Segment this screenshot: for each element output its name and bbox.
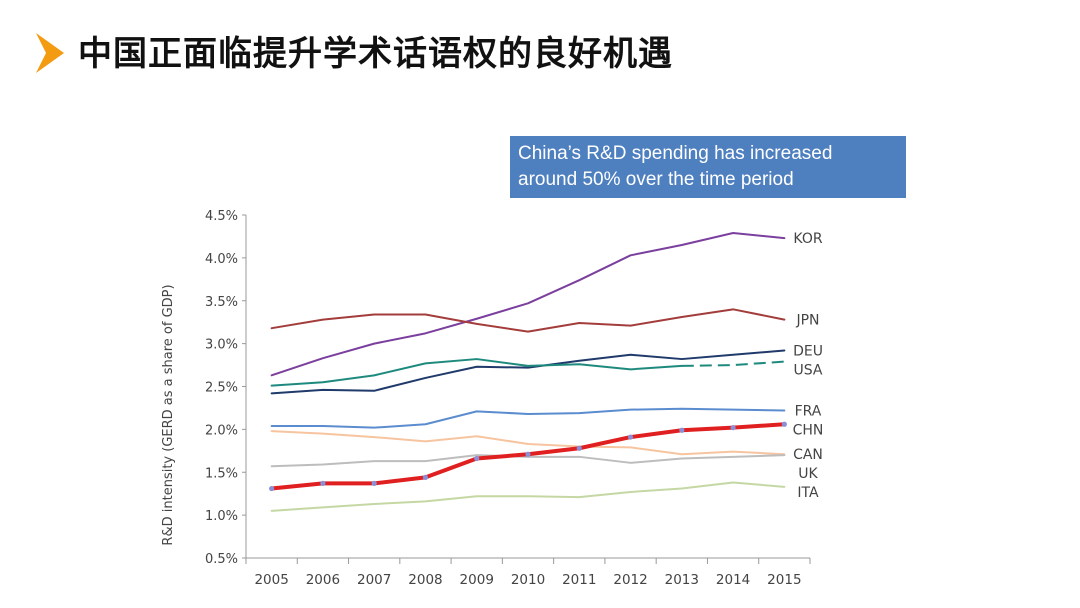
data-point-chn — [525, 451, 531, 457]
data-point-chn — [269, 485, 275, 492]
series-label-deu: DEU — [793, 343, 823, 359]
data-point-chn — [576, 445, 582, 451]
data-point-chn — [627, 434, 634, 440]
data-point-chn — [320, 480, 326, 486]
x-tick-label: 2015 — [767, 572, 801, 588]
y-tick-label: 1.0% — [205, 509, 238, 524]
series-group — [269, 232, 787, 512]
y-tick-label: 3.5% — [205, 295, 238, 310]
y-tick-label: 4.0% — [205, 252, 238, 267]
series-labels: KOR JPN DEU USA FRA CHN CAN UK ITA — [793, 231, 824, 501]
chevron-right-icon — [36, 33, 64, 73]
callout-line-1: China’s R&D spending has increased — [518, 143, 833, 164]
x-tick-label: 2012 — [613, 572, 647, 588]
slide-title: 中国正面临提升学术话语权的良好机遇 — [78, 34, 673, 74]
x-tick-label: 2014 — [716, 572, 750, 588]
x-tick-label: 2010 — [511, 572, 545, 588]
data-point-chn — [730, 425, 736, 431]
x-tick-label: 2005 — [254, 572, 288, 588]
x-tick-label: 2011 — [562, 572, 596, 588]
x-tick-label: 2007 — [357, 572, 391, 588]
data-point-chn — [679, 427, 685, 433]
series-line-deu — [270, 349, 786, 395]
x-tick-label: 2009 — [460, 572, 494, 588]
series-label-uk: UK — [798, 466, 818, 482]
series-label-kor: KOR — [793, 231, 822, 247]
series-label-can: CAN — [793, 447, 823, 463]
series-line-kor — [270, 232, 786, 377]
series-label-fra: FRA — [795, 404, 822, 420]
data-point-chn — [371, 480, 377, 486]
x-tick-label: 2006 — [306, 572, 340, 588]
y-tick-label: 0.5% — [205, 552, 238, 567]
series-label-chn: CHN — [793, 423, 824, 439]
x-tick-label: 2013 — [665, 572, 699, 588]
series-line-usa — [270, 358, 683, 387]
series-line-can — [270, 430, 786, 456]
series-label-usa: USA — [794, 362, 823, 378]
y-axis: 0.5% 1.0% 1.5% 2.0% 2.5% 3.0% 3.5% 4.0% 4.5% — [205, 209, 247, 567]
series-line-ita — [270, 481, 786, 512]
series-label-ita: ITA — [797, 485, 819, 501]
y-tick-label: 4.5% — [205, 209, 238, 224]
data-point-chn — [474, 455, 480, 462]
series-line-fra — [270, 407, 786, 429]
y-tick-label: 1.5% — [205, 466, 238, 481]
series-line-usa-dashed — [681, 360, 785, 367]
data-point-chn — [781, 421, 787, 427]
callout-line-2: around 50% over the time period — [518, 169, 794, 190]
x-tick-label: 2008 — [408, 572, 442, 588]
y-axis-label: R&D intensity (GERD as a share of GDP) — [161, 284, 176, 545]
callout-box: China’s R&D spending has increased aroun… — [510, 136, 906, 198]
y-tick-label: 2.0% — [205, 423, 238, 438]
series-line-jpn — [270, 308, 786, 333]
series-label-jpn: JPN — [795, 313, 819, 329]
x-axis: 2005 2006 2007 2008 2009 2010 2011 2012 2013 2014… — [245, 557, 811, 588]
y-tick-label: 3.0% — [205, 338, 238, 353]
data-point-chn — [422, 474, 429, 480]
y-tick-label: 2.5% — [205, 381, 238, 396]
